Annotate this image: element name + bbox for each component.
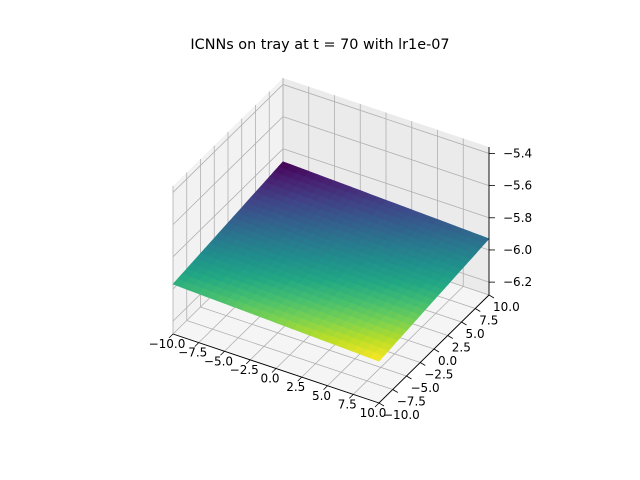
x-tick-label: 0.0 — [260, 372, 279, 386]
y-tick-label: 10.0 — [493, 300, 520, 314]
x-tick-mark — [323, 385, 328, 391]
z-tick-label: −5.6 — [503, 179, 532, 193]
x-tick-label: 2.5 — [286, 380, 305, 394]
y-tick-mark — [475, 308, 481, 312]
x-tick-label: 7.5 — [338, 397, 357, 411]
y-tick-mark — [406, 375, 412, 380]
z-tick-label: −5.4 — [503, 146, 532, 160]
grid-line-y-floor — [200, 306, 407, 377]
z-tick-label: −5.8 — [503, 211, 532, 225]
x-tick-mark — [374, 402, 380, 408]
y-tick-label: 0.0 — [438, 354, 457, 368]
surface-patch — [369, 352, 385, 362]
z-tick-label: −6.0 — [503, 243, 532, 257]
x-tick-mark — [297, 376, 303, 382]
grid-line-z-back — [282, 116, 490, 186]
surface — [172, 161, 490, 362]
y-tick-mark — [447, 335, 453, 339]
x-tick-label: −7.5 — [178, 346, 207, 360]
grid-line-z-left — [172, 116, 284, 225]
x-tick-mark — [194, 342, 200, 347]
y-tick-label: −5.0 — [411, 381, 440, 395]
x-tick-label: −5.0 — [204, 354, 233, 368]
x-tick-label: −10.0 — [149, 337, 186, 351]
grid-line-y-floor — [186, 320, 393, 390]
grid-line-z-left — [172, 148, 284, 258]
y-tick-mark — [420, 362, 426, 366]
y-tick-label: 5.0 — [466, 327, 485, 341]
y-tick-mark — [461, 321, 467, 326]
y-tick-label: 7.5 — [479, 314, 498, 328]
y-tick-mark — [433, 348, 440, 353]
z-tick-label: −6.2 — [503, 275, 532, 289]
y-tick-label: −2.5 — [424, 368, 453, 382]
y-tick-mark — [392, 389, 398, 393]
y-tick-mark — [378, 402, 385, 407]
x-tick-mark — [271, 368, 277, 373]
x-tick-label: −2.5 — [230, 363, 259, 377]
x-tick-mark — [348, 394, 354, 399]
y-tick-label: 2.5 — [452, 341, 471, 355]
y-tick-label: −10.0 — [383, 408, 420, 422]
chart-title: ICNNs on tray at t = 70 with lr1e-07 — [190, 37, 449, 53]
x-tick-label: 10.0 — [360, 406, 387, 420]
y-tick-label: −7.5 — [397, 395, 426, 409]
tick-labels: −10.0−7.5−5.0−2.50.02.55.07.510.0−10.0−7… — [149, 146, 533, 422]
x-tick-mark — [245, 359, 251, 365]
y-tick-mark — [488, 294, 495, 299]
grid-line-z-back — [282, 148, 490, 219]
x-tick-mark — [220, 350, 225, 356]
grid-line-z-back — [282, 84, 490, 154]
x-tick-label: 5.0 — [312, 389, 331, 403]
x-tick-mark — [168, 333, 174, 339]
grid-line-z-left — [172, 84, 284, 193]
